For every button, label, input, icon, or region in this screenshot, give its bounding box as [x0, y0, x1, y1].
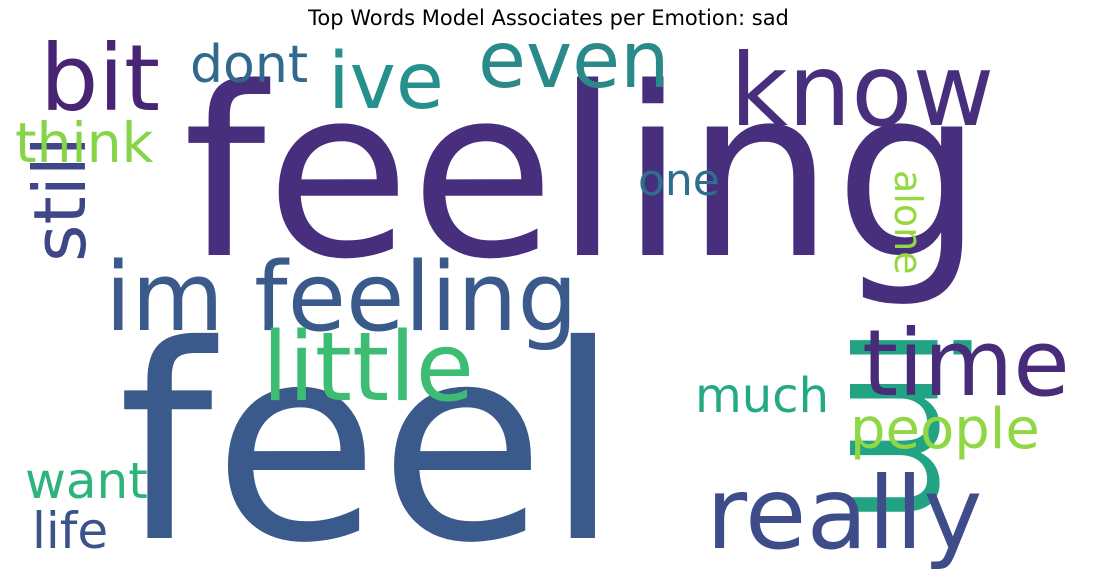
word-ive: ive: [328, 37, 444, 127]
word-bit: bit: [40, 25, 160, 132]
word-im: im: [812, 325, 999, 525]
word-even: even: [478, 16, 670, 106]
chart-title: Top Words Model Associates per Emotion: …: [308, 6, 789, 30]
word-im-feeling: im feeling: [105, 243, 578, 353]
word-still: still: [18, 136, 102, 262]
word-feel: feel: [118, 287, 620, 585]
word-one: one: [638, 155, 720, 206]
word-time: time: [862, 310, 1070, 417]
word-think: think: [15, 111, 154, 175]
word-dont: dont: [190, 35, 308, 95]
word-little: little: [262, 313, 474, 423]
word-much: much: [695, 368, 829, 424]
word-life: life: [32, 502, 108, 560]
word-alone: alone: [886, 170, 930, 275]
word-feeling: feeling: [183, 38, 984, 311]
word-know: know: [730, 32, 994, 149]
word-people: people: [850, 397, 1040, 462]
word-want: want: [25, 452, 148, 510]
word-really: really: [706, 455, 982, 572]
